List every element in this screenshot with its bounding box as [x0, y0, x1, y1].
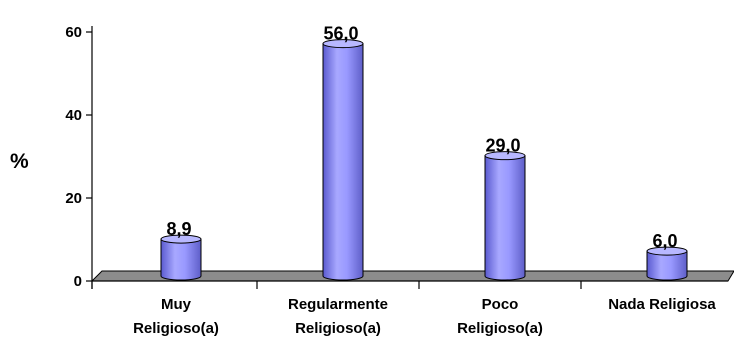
data-label: 6,0: [652, 231, 677, 251]
data-label: 8,9: [166, 219, 191, 239]
data-label: 29,0: [485, 136, 520, 156]
bar: [322, 39, 364, 281]
bar-body: [322, 43, 364, 281]
bar-body: [646, 250, 688, 281]
category-label: Muy: [161, 296, 192, 313]
bar-top-cap: [160, 234, 202, 244]
category-label: Religioso(a): [457, 320, 543, 337]
data-label: 56,0: [323, 24, 358, 44]
y-tick-label: 40: [65, 107, 82, 124]
bar: [484, 151, 526, 281]
bar-body: [160, 238, 202, 281]
bar: [646, 246, 688, 281]
category-label: Religioso(a): [133, 320, 219, 337]
bar-top-cap: [646, 246, 688, 256]
category-label: Nada Religiosa: [608, 296, 716, 313]
category-label: Religioso(a): [295, 320, 381, 337]
y-tick-label: 0: [74, 273, 82, 290]
y-tick-label: 20: [65, 190, 82, 207]
bar-top-cap: [322, 39, 364, 49]
bar-body: [484, 155, 526, 281]
y-tick-label: 60: [65, 24, 82, 41]
category-label: Regularmente: [288, 296, 388, 313]
y-axis-label: %: [10, 150, 29, 173]
bar: [160, 234, 202, 281]
bar-top-cap: [484, 151, 526, 161]
category-label: Poco: [482, 296, 519, 313]
